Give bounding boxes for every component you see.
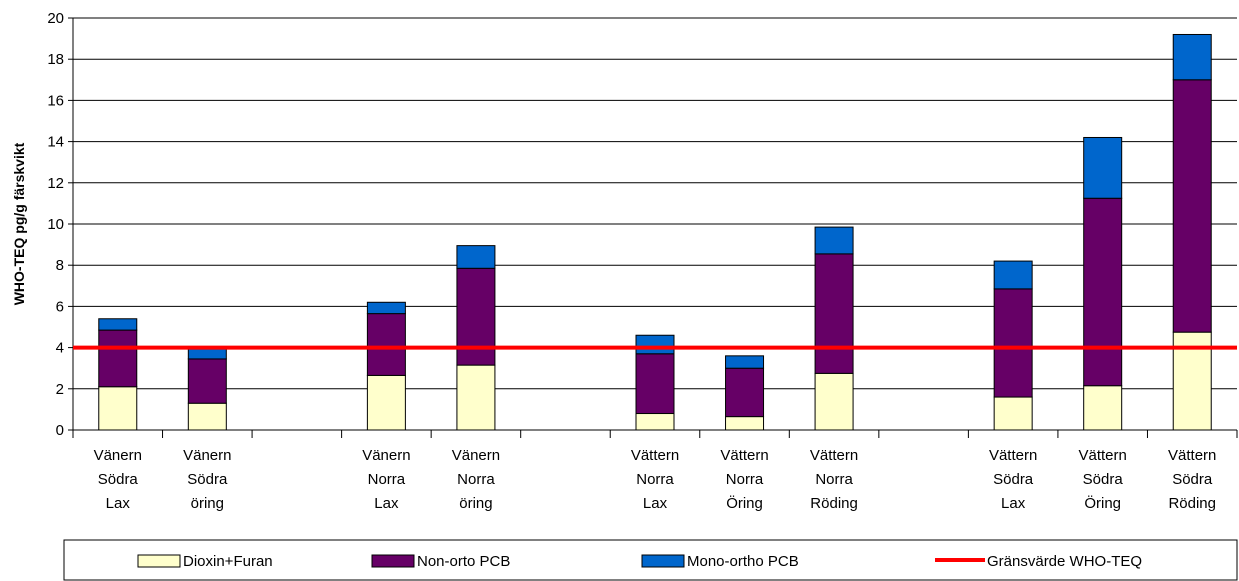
legend-label: Mono-ortho PCB (687, 553, 799, 570)
bar-segment (456, 267, 496, 366)
y-tick-label: 2 (56, 381, 64, 398)
y-tick-label: 0 (56, 422, 64, 439)
x-tick-label: Vättern Norra Röding (810, 447, 858, 512)
legend-label: Dioxin+Furan (183, 553, 273, 570)
x-tick-label: Vänern Norra öring (452, 447, 500, 512)
y-tick-label: 20 (47, 10, 64, 27)
bar-segment (98, 329, 138, 388)
bar-segment (725, 367, 765, 418)
bar-segment (725, 416, 765, 431)
bar-segment (814, 226, 854, 255)
x-tick-label: Vättern Norra Öring (720, 447, 768, 512)
bar-segment (98, 318, 138, 331)
bar-segment (814, 372, 854, 431)
y-tick-label: 14 (47, 134, 64, 151)
y-tick-label: 4 (56, 340, 64, 357)
y-axis-label: WHO-TEQ pg/g färskvikt (11, 142, 27, 305)
y-tick-label: 6 (56, 298, 64, 315)
legend-label: Gränsvärde WHO-TEQ (987, 553, 1142, 570)
bar-segment (366, 301, 406, 315)
bar-segment (1172, 79, 1212, 333)
bar-segment (1083, 197, 1123, 387)
y-tick-label: 8 (56, 257, 64, 274)
bar-segment (993, 288, 1033, 398)
y-tick-label: 12 (47, 175, 64, 192)
legend-swatch (137, 554, 181, 568)
bar-segment (98, 386, 138, 431)
legend-label: Non-orto PCB (417, 553, 510, 570)
x-tick-label: Vänern Södra Lax (94, 447, 142, 512)
bar-segment (993, 260, 1033, 290)
bar-segment (635, 353, 675, 415)
bar-segment (366, 313, 406, 376)
bar-segment (187, 402, 227, 431)
bar-segment (635, 334, 675, 355)
bar-segment (366, 374, 406, 431)
x-tick-label: Vänern Södra öring (183, 447, 231, 512)
bar-segment (1083, 385, 1123, 431)
bar-segment (635, 413, 675, 431)
bar-segment (187, 358, 227, 404)
x-tick-label: Vättern Norra Lax (631, 447, 679, 512)
x-tick-label: Vättern Södra Röding (1168, 447, 1216, 512)
bar-segment (1083, 136, 1123, 199)
x-tick-label: Vänern Norra Lax (362, 447, 410, 512)
legend-swatch (371, 554, 415, 568)
y-tick-label: 10 (47, 216, 64, 233)
legend-swatch (641, 554, 685, 568)
bar-segment (993, 396, 1033, 431)
bar-segment (456, 364, 496, 431)
y-tick-label: 18 (47, 51, 64, 68)
bar-segment (1172, 33, 1212, 81)
bar-segment (814, 253, 854, 374)
bar-segment (725, 355, 765, 369)
bar-segment (456, 245, 496, 269)
y-tick-label: 16 (47, 92, 64, 109)
bar-segment (187, 348, 227, 360)
x-tick-label: Vättern Södra Lax (989, 447, 1037, 512)
x-tick-label: Vättern Södra Öring (1079, 447, 1127, 512)
